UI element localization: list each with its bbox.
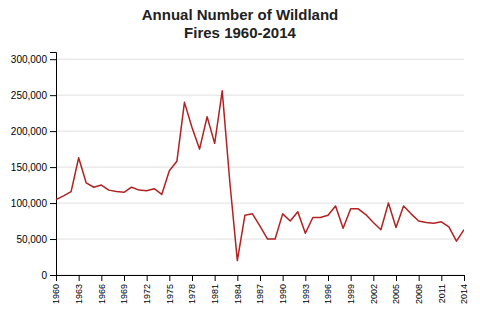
y-tick: 150,000	[11, 162, 56, 173]
x-tick-label: 1987	[255, 284, 265, 304]
y-tick-label: 0	[41, 270, 47, 281]
x-tick: 1996	[323, 275, 333, 304]
x-tick-label: 1975	[165, 284, 175, 304]
x-tick-mark	[79, 275, 80, 281]
y-tick-label: 50,000	[16, 234, 47, 245]
y-tick-label: 150,000	[11, 162, 48, 173]
x-tick-mark	[305, 275, 306, 281]
y-tick: 0	[41, 270, 56, 281]
x-tick: 1972	[142, 275, 152, 304]
grid-line	[56, 203, 464, 204]
title: Annual Number of WildlandFires 1960-2014	[142, 6, 339, 41]
grid	[56, 59, 464, 275]
title-line: Fires 1960-2014	[184, 24, 296, 41]
y-tick: 200,000	[11, 126, 56, 137]
y-tick-label: 100,000	[11, 198, 48, 209]
x-tick-label: 1978	[187, 284, 197, 304]
x-tick-label: 2002	[369, 284, 379, 304]
y-tick-mark	[50, 131, 56, 132]
x-tick-label: 2014	[459, 284, 469, 304]
x-tick-mark	[147, 275, 148, 281]
x-tick-mark	[215, 275, 216, 281]
x-tick-label: 2011	[437, 284, 447, 303]
x-tick-mark	[101, 275, 102, 281]
x-tick-label: 1960	[51, 284, 61, 304]
x-tick-mark	[351, 275, 352, 281]
x-tick-mark	[237, 275, 238, 281]
y-tick-mark	[50, 203, 56, 204]
x-tick-label: 2005	[391, 284, 401, 304]
x-tick: 2011	[437, 275, 447, 303]
y-tick-label: 250,000	[11, 90, 48, 101]
y-tick: 300,000	[11, 54, 56, 65]
x-tick: 2008	[414, 275, 424, 304]
x-tick-label: 1966	[97, 284, 107, 304]
x-tick-mark	[373, 275, 374, 281]
x-tick: 2005	[391, 275, 401, 304]
x-tick: 1984	[233, 275, 243, 304]
x-tick: 1966	[97, 275, 107, 304]
x-tick-label: 1972	[142, 284, 152, 304]
chart-svg: 1960 1963 1966 1969 1972 1975 1978 1981 1984 1987…	[0, 0, 480, 311]
x-tick-mark	[441, 275, 442, 281]
x-tick-label: 1996	[323, 284, 333, 304]
y-tick: 50,000	[16, 234, 56, 245]
x-tick-mark	[396, 275, 397, 281]
x-tick-label: 1963	[74, 284, 84, 304]
chart-container: 1960 1963 1966 1969 1972 1975 1978 1981 1984 1987…	[0, 0, 480, 311]
grid-line	[56, 131, 464, 132]
y-tick-mark	[50, 59, 56, 60]
grid-line	[56, 239, 464, 240]
x-tick: 1969	[119, 275, 129, 304]
x-tick: 1960	[51, 275, 61, 304]
y-tick-mark	[50, 167, 56, 168]
y-tick-mark	[50, 275, 56, 276]
x-tick-label: 1993	[301, 284, 311, 304]
x-tick-label: 1984	[233, 284, 243, 304]
x-tick-mark	[124, 275, 125, 281]
x-tick-label: 1969	[119, 284, 129, 304]
x-tick-label: 1990	[278, 284, 288, 304]
x-axis: 1960 1963 1966 1969 1972 1975 1978 1981 1984 1987…	[51, 275, 469, 304]
x-tick: 1975	[165, 275, 175, 304]
y-tick: 100,000	[11, 198, 56, 209]
grid-line	[56, 95, 464, 96]
x-tick-mark	[192, 275, 193, 281]
x-tick-mark	[419, 275, 420, 281]
title-line: Annual Number of Wildland	[142, 6, 339, 23]
x-tick-mark	[283, 275, 284, 281]
x-tick: 1978	[187, 275, 197, 304]
y-tick-label: 300,000	[11, 54, 48, 65]
x-tick: 1987	[255, 275, 265, 304]
x-tick-mark	[169, 275, 170, 281]
x-tick: 1993	[301, 275, 311, 304]
x-tick-mark	[464, 275, 465, 281]
x-tick: 1981	[210, 275, 220, 304]
y-tick-label: 200,000	[11, 126, 48, 137]
x-tick: 1999	[346, 275, 356, 304]
x-tick-mark	[328, 275, 329, 281]
x-tick-label: 1981	[210, 284, 220, 304]
x-tick-label: 2008	[414, 284, 424, 304]
y-tick-mark	[50, 95, 56, 96]
y-axis-line	[50, 53, 57, 276]
x-tick-mark	[260, 275, 261, 281]
x-tick: 2002	[369, 275, 379, 304]
x-tick: 1963	[74, 275, 84, 304]
data-line	[56, 91, 464, 261]
grid-line	[56, 167, 464, 168]
y-tick-mark	[50, 239, 56, 240]
x-axis-line	[57, 276, 465, 282]
plot-area	[56, 91, 464, 261]
x-tick-label: 1999	[346, 284, 356, 304]
y-tick: 250,000	[11, 90, 56, 101]
grid-line	[56, 59, 464, 60]
x-tick: 2014	[459, 275, 469, 304]
x-tick: 1990	[278, 275, 288, 304]
y-axis: 0 50,000 100,000 150,000 200,000 250,000 300,0…	[11, 53, 57, 281]
